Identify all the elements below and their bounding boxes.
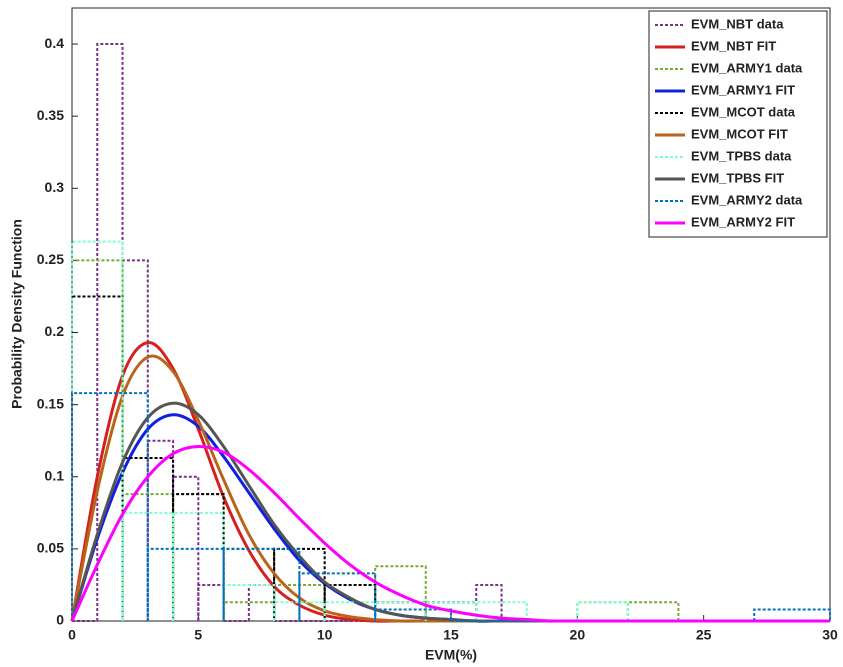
histogram-bin — [323, 583, 377, 621]
legend-box — [648, 10, 828, 238]
x-tick-label: 25 — [696, 627, 712, 643]
x-tick-label: 20 — [570, 627, 586, 643]
legend-label: EVM_TPBS FIT — [691, 170, 784, 185]
histogram-bin — [222, 583, 276, 621]
legend-label: EVM_MCOT data — [691, 104, 796, 119]
histogram-bin — [146, 547, 225, 621]
legend-label: EVM_ARMY1 FIT — [691, 82, 795, 97]
histogram-bin — [71, 392, 149, 621]
x-tick-label: 0 — [68, 627, 76, 643]
y-tick-label: 0.25 — [37, 251, 64, 267]
legend-label: EVM_ARMY2 FIT — [691, 214, 795, 229]
legend-label: EVM_ARMY2 data — [691, 192, 803, 207]
y-tick-label: 0.3 — [45, 179, 65, 195]
x-tick-label: 15 — [443, 627, 459, 643]
y-tick-label: 0.05 — [37, 540, 64, 556]
y-tick-label: 0.4 — [45, 35, 65, 51]
histogram-bin — [298, 572, 377, 621]
x-axis-label: EVM(%) — [425, 647, 477, 663]
histogram-bin — [753, 608, 831, 621]
legend-label: EVM_TPBS data — [691, 148, 792, 163]
legend-label: EVM_MCOT FIT — [691, 126, 788, 141]
histogram-bin — [374, 608, 452, 621]
y-tick-label: 0.35 — [37, 107, 64, 123]
legend-label: EVM_ARMY1 data — [691, 60, 803, 75]
histogram-bin — [121, 511, 175, 621]
x-tick-label: 30 — [822, 627, 838, 643]
legend-label: EVM_NBT FIT — [691, 38, 776, 53]
y-tick-label: 0 — [56, 612, 64, 628]
y-tick-label: 0.15 — [37, 395, 64, 411]
x-tick-label: 5 — [194, 627, 202, 643]
legend: EVM_NBT data EVM_NBT FIT EVM_ARMY1 data EVM… — [648, 10, 828, 238]
histogram-bin — [222, 547, 301, 621]
fit-line — [70, 444, 830, 623]
y-tick-label: 0.1 — [45, 467, 65, 483]
x-tick-label: 10 — [317, 627, 333, 643]
legend-label: EVM_NBT data — [691, 16, 784, 31]
histogram-bin — [121, 493, 175, 621]
y-axis-label: Probability Density Function — [9, 219, 25, 409]
y-tick-label: 0.2 — [45, 323, 65, 339]
